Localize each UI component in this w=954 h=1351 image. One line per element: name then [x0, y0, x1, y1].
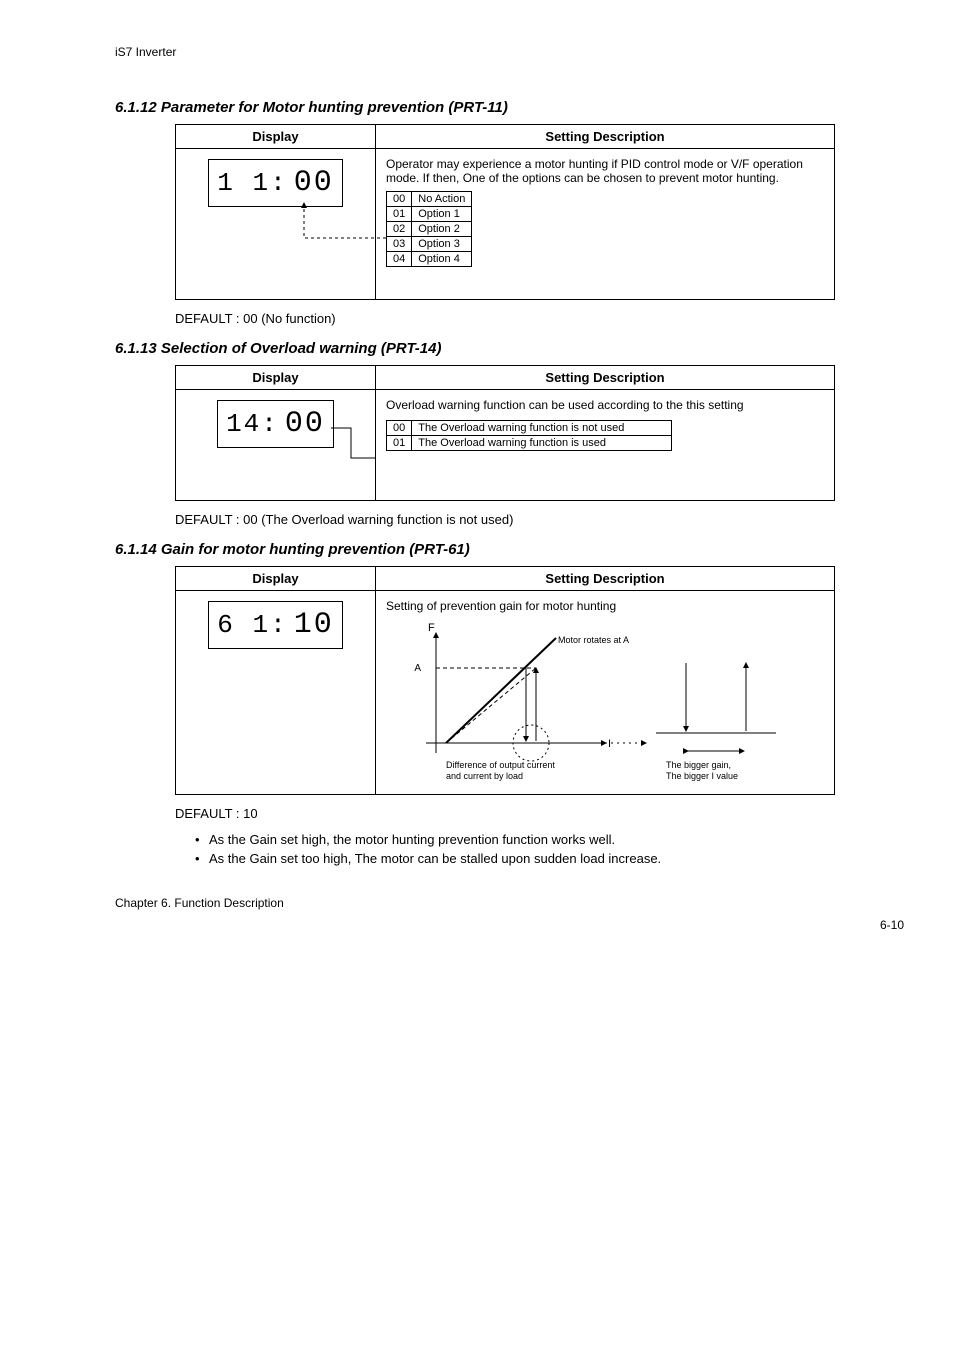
- col-header-display-1: Display: [176, 125, 376, 148]
- lcd-prefix-1: 1 1:: [217, 168, 287, 198]
- inner-table-2: 00The Overload warning function is not u…: [386, 420, 672, 451]
- cell: 01: [387, 207, 412, 222]
- lcd-display-3: 6 1: 10: [208, 601, 342, 649]
- lcd-prefix-3: 6 1:: [217, 610, 287, 640]
- cell: The Overload warning function is used: [412, 436, 672, 451]
- chart-point-label: A: [414, 663, 421, 674]
- svg-text:The bigger gain,: The bigger gain,: [666, 760, 731, 770]
- page-header: iS7 Inverter: [115, 45, 904, 59]
- hunting-chart: F I A Difference of output current and c…: [386, 613, 786, 783]
- cell: 03: [387, 237, 412, 252]
- lcd-display-2: 14: 00: [217, 400, 334, 448]
- chart-legend: Motor rotates at A: [558, 635, 629, 645]
- page-footer: Chapter 6. Function Description: [115, 896, 904, 910]
- inner-table-1: 00No Action 01Option 1 02Option 2 03Opti…: [386, 191, 472, 267]
- cell: No Action: [412, 192, 472, 207]
- cell: 02: [387, 222, 412, 237]
- chart-arrow-text: Difference of output current: [446, 760, 555, 770]
- cell: Option 1: [412, 207, 472, 222]
- default-text-3: DEFAULT : 10: [175, 805, 835, 823]
- cell: 04: [387, 252, 412, 267]
- chart-y-label: F: [428, 622, 435, 634]
- lcd-display-1: 1 1: 00: [208, 159, 342, 207]
- section-title-2: 6.1.13 Selection of Overload warning (PR…: [115, 340, 904, 357]
- svg-text:and current by load: and current by load: [446, 771, 523, 781]
- col-header-desc-1: Setting Description: [376, 125, 834, 148]
- param-box-1: Display Setting Description 1 1: 00 Oper…: [175, 124, 835, 300]
- lcd-value-1: 00: [294, 166, 334, 200]
- note-item: As the Gain set too high, The motor can …: [195, 851, 904, 866]
- page-number: 6-10: [115, 918, 904, 932]
- param-box-3: Display Setting Description 6 1: 10 Sett…: [175, 566, 835, 795]
- param-box-2: Display Setting Description 14: 00 Overl…: [175, 365, 835, 501]
- desc-text-2: Overload warning function can be used ac…: [386, 398, 824, 412]
- lcd-value-2: 00: [285, 407, 325, 441]
- lcd-prefix-2: 14:: [226, 409, 279, 439]
- chart-x-label: I: [608, 738, 611, 750]
- cell: Option 3: [412, 237, 472, 252]
- desc-text-1: Operator may experience a motor hunting …: [386, 157, 824, 185]
- cell: Option 4: [412, 252, 472, 267]
- col-header-desc-3: Setting Description: [376, 567, 834, 590]
- col-header-display-3: Display: [176, 567, 376, 590]
- lcd-value-3: 10: [294, 608, 334, 642]
- desc-text-3: Setting of prevention gain for motor hun…: [386, 599, 824, 613]
- note-item: As the Gain set high, the motor hunting …: [195, 832, 904, 847]
- default-text-2: DEFAULT : 00 (The Overload warning funct…: [175, 511, 835, 529]
- cell: 01: [387, 436, 412, 451]
- cell: 00: [387, 421, 412, 436]
- cell: Option 2: [412, 222, 472, 237]
- col-header-display-2: Display: [176, 366, 376, 389]
- default-text-1: DEFAULT : 00 (No function): [175, 310, 835, 328]
- section-title-3: 6.1.14 Gain for motor hunting prevention…: [115, 541, 904, 558]
- section-title-1: 6.1.12 Parameter for Motor hunting preve…: [115, 99, 904, 116]
- notes-list: As the Gain set high, the motor hunting …: [195, 832, 904, 866]
- cell: The Overload warning function is not use…: [412, 421, 672, 436]
- svg-text:The bigger I value: The bigger I value: [666, 771, 738, 781]
- col-header-desc-2: Setting Description: [376, 366, 834, 389]
- cell: 00: [387, 192, 412, 207]
